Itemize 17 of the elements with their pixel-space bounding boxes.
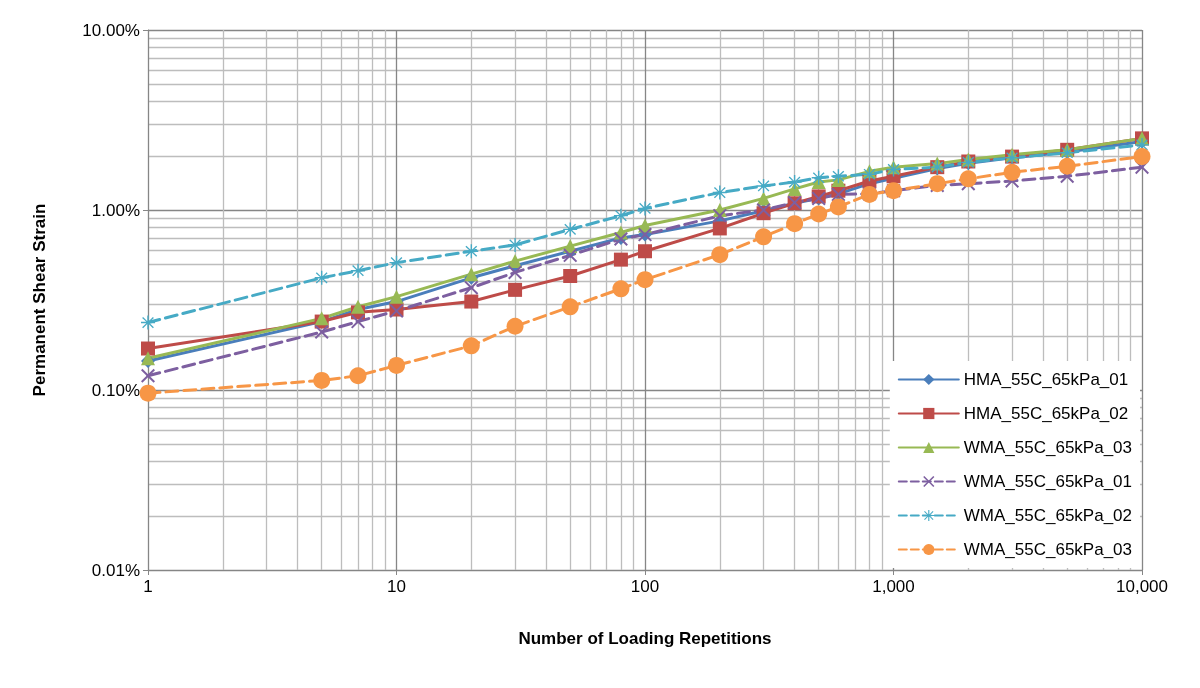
legend-label: WMA_55C_65kPa_03 <box>963 438 1133 457</box>
x-axis-title: Number of Loading Repetitions <box>518 629 772 648</box>
legend-label: WMA_55C_65kPa_02 <box>963 506 1133 525</box>
x-tick-label: 1,000 <box>872 577 915 596</box>
legend-label: WMA_55C_65kPa_01 <box>963 472 1133 491</box>
y-tick-label: 0.01% <box>91 560 140 580</box>
legend-label: WMA_55C_65kPa_03 <box>963 540 1133 559</box>
legend-label: HMA_55C_65kPa_01 <box>963 370 1129 389</box>
y-tick-label: 1.00% <box>91 200 140 220</box>
x-tick-label: 100 <box>630 577 660 596</box>
y-axis-title: Permanent Shear Strain <box>30 203 49 397</box>
x-tick-label: 10 <box>387 577 406 596</box>
x-tick-label: 10,000 <box>1116 577 1168 596</box>
y-tick-label: 10.00% <box>82 20 140 40</box>
x-tick-label: 1 <box>143 577 153 596</box>
y-tick-label: 0.10% <box>91 380 140 400</box>
legend-label: HMA_55C_65kPa_02 <box>963 404 1129 423</box>
